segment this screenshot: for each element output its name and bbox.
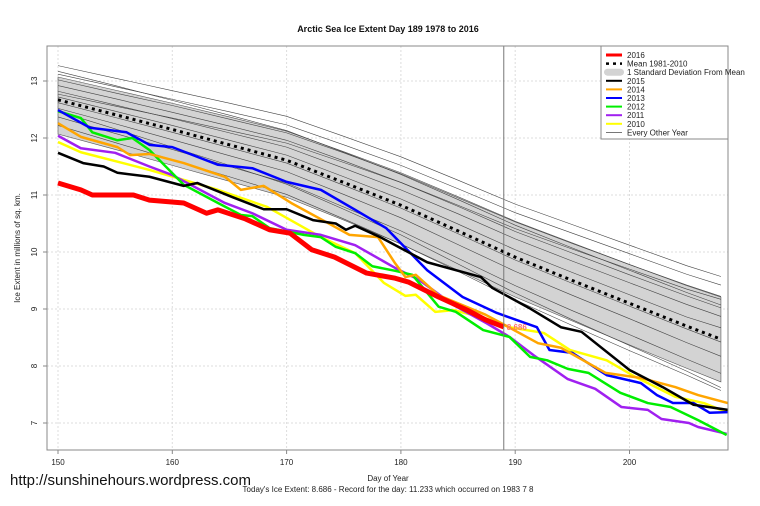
series-line-2016 xyxy=(57,180,505,330)
y-tick-label: 9 xyxy=(30,306,39,311)
mean-layer xyxy=(57,98,722,341)
mean-line xyxy=(57,98,722,341)
legend-label: 1 Standard Deviation From Mean xyxy=(627,68,745,77)
x-tick-label: 170 xyxy=(280,458,294,467)
x-tick-label: 190 xyxy=(509,458,523,467)
other-year-line xyxy=(57,71,722,306)
other-year-line xyxy=(57,79,722,297)
source-url[interactable]: http://sunshinehours.wordpress.com xyxy=(10,472,251,489)
other-year-line xyxy=(57,93,722,300)
x-tick-label: 200 xyxy=(623,458,637,467)
y-axis-label: Ice Extent in millions of sq. km. xyxy=(13,193,22,303)
other-year-line xyxy=(57,116,722,374)
current-value-label: 8.686 xyxy=(507,323,528,332)
other-year-line xyxy=(57,108,722,357)
y-tick-label: 7 xyxy=(30,420,39,425)
y-tick-label: 10 xyxy=(30,247,39,256)
legend-label: Mean 1981-2010 xyxy=(627,60,688,69)
x-tick-label: 160 xyxy=(166,458,180,467)
legend-label: 2013 xyxy=(627,94,645,103)
legend-label: 2016 xyxy=(627,51,645,60)
chart-subtitle: Today's Ice Extent: 8.686 - Record for t… xyxy=(243,485,534,494)
other-year-line xyxy=(57,73,722,286)
x-axis: 150 160 170 180 190 200 xyxy=(51,450,637,467)
legend-label: 2014 xyxy=(627,85,645,94)
x-tick-label: 150 xyxy=(51,458,65,467)
y-tick-label: 11 xyxy=(30,190,39,199)
other-year-line xyxy=(57,90,722,317)
series-line-2015 xyxy=(57,151,728,412)
legend-box xyxy=(600,45,729,140)
chart-title: Arctic Sea Ice Extent Day 189 1978 to 20… xyxy=(297,24,479,34)
legend-label: Every Other Year xyxy=(627,128,688,137)
plot-frame xyxy=(46,45,729,451)
other-year-line xyxy=(57,96,722,329)
y-tick-label: 12 xyxy=(30,133,39,142)
legend-label: 2012 xyxy=(627,103,645,112)
other-years-layer xyxy=(57,65,722,391)
series-line-2014 xyxy=(57,122,729,405)
y-tick-label: 8 xyxy=(30,363,39,368)
series-line-2013 xyxy=(57,108,728,414)
other-year-line xyxy=(57,65,722,277)
other-year-line xyxy=(57,125,722,391)
legend-swatch xyxy=(604,68,624,76)
legend-label: 2015 xyxy=(627,77,645,86)
y-axis: 7 8 9 10 11 12 13 xyxy=(30,76,47,425)
series-line-2012 xyxy=(57,110,728,437)
series-line-2010 xyxy=(57,140,728,414)
other-year-line xyxy=(57,102,722,343)
y-tick-label: 13 xyxy=(30,76,39,85)
legend-label: 2011 xyxy=(627,111,645,120)
legend-label: 2010 xyxy=(627,120,645,129)
series-layer xyxy=(57,108,729,437)
x-axis-label: Day of Year xyxy=(367,474,409,483)
x-tick-label: 180 xyxy=(394,458,408,467)
